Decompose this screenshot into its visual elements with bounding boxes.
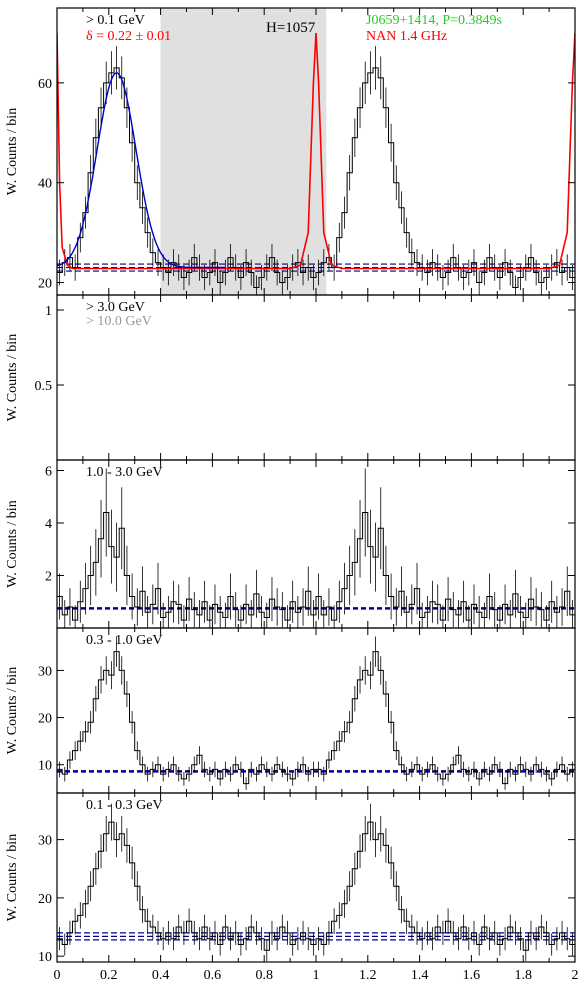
x-tick-label: 0.2 xyxy=(100,968,118,983)
energy-label: > 3.0 GeV xyxy=(86,300,145,315)
x-tick-label: 1.2 xyxy=(359,968,377,983)
energy-label-secondary: > 10.0 GeV xyxy=(86,314,152,329)
pulsar-name-label: J0659+1414, P=0.3849s xyxy=(366,13,502,28)
panel-plot-area xyxy=(57,8,575,295)
panel-plot-area xyxy=(57,468,575,628)
panel-3: 10 20 30 W. Counts / bin 0.3 - 1.0 GeV xyxy=(5,627,576,794)
y-tick-label: 20 xyxy=(38,277,52,292)
y-tick-label: 10 xyxy=(38,950,52,965)
y-tick-label: 2 xyxy=(45,570,52,585)
offpulse-region xyxy=(160,8,327,295)
y-tick-label: 40 xyxy=(38,177,52,192)
x-tick-label: 0.6 xyxy=(204,968,222,983)
panel-1: 0.5 1 W. Counts / bin > 3.0 GeV> 10.0 GeV xyxy=(5,294,576,461)
y-tick-label: 4 xyxy=(45,517,52,532)
panel-4: 10 20 30 W. Counts / bin 0.1 - 0.3 GeV 0 0.2 0.… xyxy=(5,792,579,988)
y-tick-label: 10 xyxy=(38,759,52,774)
y-axis-label: W. Counts / bin xyxy=(5,834,20,921)
htest-label: H=1057 xyxy=(266,20,316,36)
y-tick-label: 1 xyxy=(45,304,52,319)
panel-plot-area xyxy=(57,636,575,790)
y-axis-label: W. Counts / bin xyxy=(5,667,20,754)
x-tick-label: 1.4 xyxy=(411,968,429,983)
energy-label: 0.1 - 0.3 GeV xyxy=(86,798,163,813)
energy-label: 1.0 - 3.0 GeV xyxy=(86,465,163,480)
histogram-line xyxy=(57,821,575,951)
y-axis-label: W. Counts / bin xyxy=(5,500,20,587)
histogram-line xyxy=(57,651,575,785)
y-axis-label: W. Counts / bin xyxy=(5,334,20,421)
y-axis-label: W. Counts / bin xyxy=(5,108,20,195)
y-tick-label: 30 xyxy=(38,664,52,679)
panel-plot-area xyxy=(57,803,575,961)
energy-label: 0.3 - 1.0 GeV xyxy=(86,633,163,648)
x-tick-label: 1.8 xyxy=(514,968,532,983)
energy-label: > 0.1 GeV xyxy=(86,13,145,28)
x-tick-label: 0.8 xyxy=(255,968,273,983)
gaussian-fit-curve xyxy=(57,72,226,269)
y-tick-label: 0.5 xyxy=(35,379,53,394)
y-tick-label: 60 xyxy=(38,77,52,92)
histogram-line xyxy=(57,67,575,288)
histogram-line xyxy=(57,512,575,621)
radio-profile-curve xyxy=(57,32,575,270)
x-tick-label: 1 xyxy=(313,968,320,983)
y-tick-label: 30 xyxy=(38,834,52,849)
x-tick-label: 0 xyxy=(54,968,61,983)
y-tick-label: 20 xyxy=(38,892,52,907)
pulse-width-label: δ = 0.22 ± 0.01 xyxy=(86,29,171,44)
y-tick-label: 20 xyxy=(38,712,52,727)
x-tick-label: 0.4 xyxy=(152,968,170,983)
y-tick-label: 6 xyxy=(45,465,52,480)
panel-2: 2 4 6 W. Counts / bin 1.0 - 3.0 GeV xyxy=(5,459,576,629)
x-tick-label: 1.6 xyxy=(463,968,481,983)
radio-band-label: NAN 1.4 GHz xyxy=(366,29,447,44)
x-tick-label: 2 xyxy=(572,968,579,983)
